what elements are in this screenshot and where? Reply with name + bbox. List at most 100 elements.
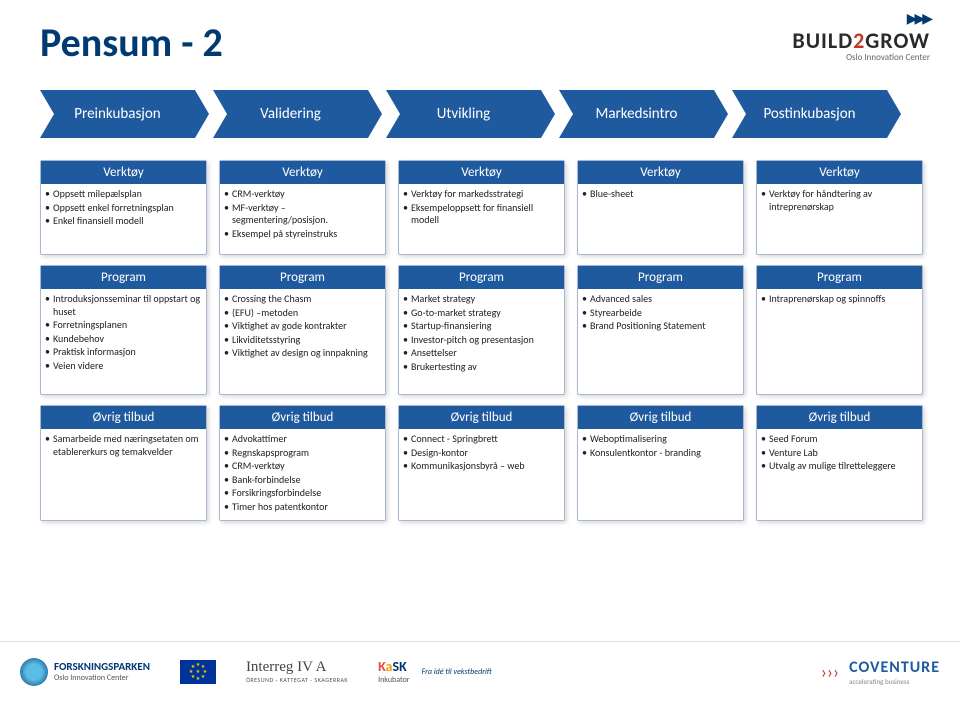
phase-chevron: Preinkubasjon — [40, 90, 195, 138]
box-item: Viktighet av design og innpakning — [224, 347, 381, 360]
box-item: Timer hos patentkontor — [224, 501, 381, 514]
box-program: Program Intraprenørskap og spinnoffs — [756, 265, 923, 395]
box-ovrig: Øvrig tilbud Weboptimalisering Konsulent… — [577, 405, 744, 521]
box-item: Oppsett milepælsplan — [45, 188, 202, 201]
box-item: Konsulentkontor - branding — [582, 447, 739, 460]
box-verktoy: Verktøy CRM-verktøy MF-verktøy – segment… — [219, 160, 386, 255]
box-verktoy: Verktøy Blue-sheet — [577, 160, 744, 255]
phase-label: Utvikling — [437, 105, 491, 123]
box-header: Program — [399, 266, 564, 289]
box-item: Startup-finansiering — [403, 320, 560, 333]
box-body: Verktøy for håndtering av intreprenørska… — [757, 184, 922, 254]
box-item: Crossing the Chasm — [224, 293, 381, 306]
box-program: Program Crossing the Chasm (EFU) –metode… — [219, 265, 386, 395]
box-item: Viktighet av gode kontrakter — [224, 320, 381, 333]
chevrons-icon: ››› — [821, 661, 839, 683]
box-header: Verktøy — [399, 161, 564, 184]
footer-sub: Inkubator — [378, 675, 410, 685]
box-item: CRM-verktøy — [224, 460, 381, 473]
footer-sub: accelerating business — [849, 677, 940, 686]
footer: FORSKNINGSPARKEN Oslo Innovation Center … — [0, 641, 960, 701]
box-item: Oppsett enkel forretningsplan — [45, 202, 202, 215]
box-item: Likviditetsstyring — [224, 334, 381, 347]
box-item: Design-kontor — [403, 447, 560, 460]
box-body: Blue-sheet — [578, 184, 743, 254]
box-body: Weboptimalisering Konsulentkontor - bran… — [578, 429, 743, 511]
box-item: Samarbeide med næringsetaten om etablere… — [45, 433, 202, 458]
box-header: Øvrig tilbud — [220, 406, 385, 429]
logo-brand: BUILD2GROW — [792, 27, 930, 54]
box-header: Verktøy — [220, 161, 385, 184]
logo-eu — [180, 660, 216, 684]
box-item: Blue-sheet — [582, 188, 739, 201]
box-item: Veien videre — [45, 360, 202, 373]
footer-brand: COVENTURE accelerating business — [849, 658, 940, 686]
phase-chevron-row: Preinkubasjon Validering Utvikling Marke… — [40, 90, 887, 138]
content-grid: Verktøy Oppsett milepælsplan Oppsett enk… — [40, 160, 923, 521]
arrows-icon: ▶▶▶ — [792, 10, 930, 27]
box-item: Styrearbeide — [582, 307, 739, 320]
box-body: Samarbeide med næringsetaten om etablere… — [41, 429, 206, 511]
box-verktoy: Verktøy Verktøy for håndtering av intrep… — [756, 160, 923, 255]
box-item: Go-to-market strategy — [403, 307, 560, 320]
box-body: Seed Forum Venture Lab Utvalg av mulige … — [757, 429, 922, 511]
box-header: Verktøy — [41, 161, 206, 184]
box-body: Connect - Springbrett Design-kontor Komm… — [399, 429, 564, 511]
box-item: Investor-pitch og presentasjon — [403, 334, 560, 347]
logo-forskningsparken: FORSKNINGSPARKEN Oslo Innovation Center — [20, 658, 150, 686]
logo-interreg: Interreg IV A ÖRESUND - KATTEGAT - SKAGE… — [246, 659, 348, 684]
box-body: Intraprenørskap og spinnoffs — [757, 289, 922, 394]
box-item: Kundebehov — [45, 333, 202, 346]
box-item: Intraprenørskap og spinnoffs — [761, 293, 918, 306]
box-body: Verktøy for markedsstrategi Eksempelopps… — [399, 184, 564, 254]
box-header: Øvrig tilbud — [399, 406, 564, 429]
box-item: Bank-forbindelse — [224, 474, 381, 487]
box-item: Advokattimer — [224, 433, 381, 446]
box-item: Venture Lab — [761, 447, 918, 460]
box-item: (EFU) –metoden — [224, 307, 381, 320]
phase-label: Preinkubasjon — [74, 105, 160, 123]
globe-icon — [20, 658, 48, 686]
footer-brand: Interreg IV A — [246, 659, 348, 676]
page-title: Pensum - 2 — [40, 18, 223, 67]
phase-label: Markedsintro — [596, 105, 678, 123]
box-ovrig: Øvrig tilbud Samarbeide med næringsetate… — [40, 405, 207, 521]
box-body: Crossing the Chasm (EFU) –metoden Viktig… — [220, 289, 385, 394]
box-item: Brand Positioning Statement — [582, 320, 739, 333]
box-item: Weboptimalisering — [582, 433, 739, 446]
footer-sub: Oslo Innovation Center — [54, 673, 150, 683]
logo-coventure: ››› COVENTURE accelerating business — [821, 658, 940, 686]
box-body: Market strategy Go-to-market strategy St… — [399, 289, 564, 394]
box-item: Eksempeloppsett for finansiell modell — [403, 202, 560, 227]
box-header: Verktøy — [578, 161, 743, 184]
box-body: CRM-verktøy MF-verktøy – segmentering/po… — [220, 184, 385, 254]
phase-label: Postinkubasjon — [763, 105, 855, 123]
box-item: Eksempel på styreinstruks — [224, 228, 381, 241]
phase-chevron: Utvikling — [386, 90, 541, 138]
box-ovrig: Øvrig tilbud Connect - Springbrett Desig… — [398, 405, 565, 521]
box-ovrig: Øvrig tilbud Advokattimer Regnskapsprogr… — [219, 405, 386, 521]
eu-flag-icon — [180, 660, 216, 684]
footer-brand: KaSK — [378, 658, 410, 675]
phase-label: Validering — [260, 105, 321, 123]
phase-chevron: Validering — [213, 90, 368, 138]
box-header: Program — [41, 266, 206, 289]
box-header: Program — [757, 266, 922, 289]
box-header: Program — [578, 266, 743, 289]
box-verktoy: Verktøy Verktøy for markedsstrategi Ekse… — [398, 160, 565, 255]
box-item: Ansettelser — [403, 347, 560, 360]
box-header: Øvrig tilbud — [578, 406, 743, 429]
box-program: Program Advanced sales Styrearbeide Bran… — [577, 265, 744, 395]
box-item: MF-verktøy – segmentering/posisjon. — [224, 202, 381, 227]
box-header: Øvrig tilbud — [757, 406, 922, 429]
logo-kask: KaSK Inkubator Fra idé til vekstbedrift — [378, 658, 492, 685]
box-item: Forretningsplanen — [45, 319, 202, 332]
box-program: Program Market strategy Go-to-market str… — [398, 265, 565, 395]
box-item: Regnskapsprogram — [224, 447, 381, 460]
box-ovrig: Øvrig tilbud Seed Forum Venture Lab Utva… — [756, 405, 923, 521]
box-item: Seed Forum — [761, 433, 918, 446]
box-item: Forsikringsforbindelse — [224, 487, 381, 500]
footer-brand: FORSKNINGSPARKEN — [54, 660, 150, 673]
box-body: Introduksjonsseminar til oppstart og hus… — [41, 289, 206, 394]
logo-build2grow: ▶▶▶ BUILD2GROW Oslo Innovation Center — [792, 10, 930, 63]
